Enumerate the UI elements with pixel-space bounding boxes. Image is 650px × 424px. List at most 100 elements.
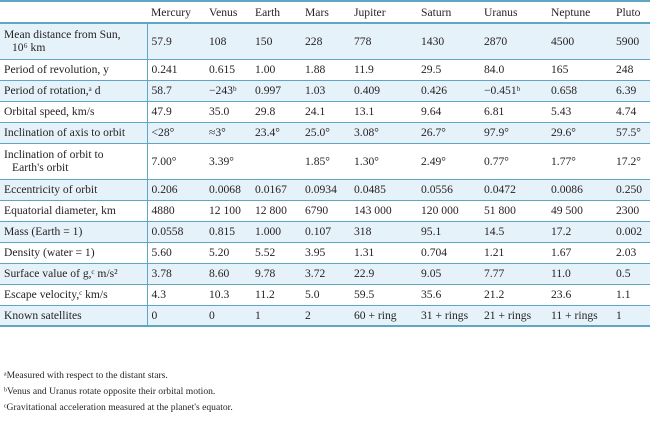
table-cell: 0.615 (205, 59, 251, 81)
table-cell: 1 (612, 305, 650, 327)
table-cell: 120 000 (417, 200, 480, 222)
table-cell: 22.9 (350, 263, 417, 285)
table-cell: 5900 (612, 23, 650, 60)
header-cell: Neptune (547, 0, 612, 24)
table-row: Inclination of axis to orbit <28° ≈3° 23.4°… (0, 122, 650, 144)
table-cell: 7.77 (480, 263, 547, 285)
table-cell: 35.6 (417, 284, 480, 306)
header-cell: Pluto (612, 0, 650, 24)
row-label: Surface value of g,ᶜ m/s² (0, 263, 148, 285)
table-cell: 97.9° (480, 122, 547, 144)
table-cell: 31 + rings (417, 305, 480, 327)
table-cell: 4500 (547, 23, 612, 60)
table-cell: 1.77° (547, 143, 612, 180)
table-cell: 165 (547, 59, 612, 81)
table-cell: 0.107 (301, 221, 350, 243)
table-cell: 2870 (480, 23, 547, 60)
table-cell: 6.39 (612, 80, 650, 102)
row-label: Mass (Earth = 1) (0, 221, 148, 243)
row-label: Eccentricity of orbit (0, 179, 148, 201)
table-cell: 2 (301, 305, 350, 327)
table-cell: 1.03 (301, 80, 350, 102)
table-cell: 1.88 (301, 59, 350, 81)
table-cell: 0.704 (417, 242, 480, 264)
row-label: Inclination of orbit to Earth's orbit (0, 143, 148, 180)
table-cell: 23.4° (251, 122, 301, 144)
table-cell: 0.0472 (480, 179, 547, 201)
table-cell: 29.5 (417, 59, 480, 81)
table-cell (251, 143, 301, 180)
row-label: Inclination of axis to orbit (0, 122, 148, 144)
table-cell: 17.2° (612, 143, 650, 180)
header-row: Mercury Venus Earth Mars Jupiter Saturn … (0, 0, 650, 24)
table-row: Equatorial diameter, km 4880 12 100 12 800 6… (0, 200, 650, 222)
table-cell: 9.64 (417, 101, 480, 123)
header-cell: Earth (251, 0, 301, 24)
row-label: Period of revolution, y (0, 59, 148, 81)
table-row: Eccentricity of orbit 0.206 0.0068 0.0167 0.… (0, 179, 650, 201)
table-cell: 51 800 (480, 200, 547, 222)
table-cell: 4.74 (612, 101, 650, 123)
table-row: Mass (Earth = 1) 0.0558 0.815 1.000 0.107 318… (0, 221, 650, 243)
table-cell: 5.52 (251, 242, 301, 264)
table-cell: 1.000 (251, 221, 301, 243)
table-row: Orbital speed, km/s 47.9 35.0 29.8 24.1 13.1 9… (0, 101, 650, 123)
table-cell: 9.05 (417, 263, 480, 285)
table-cell: 12 800 (251, 200, 301, 222)
table-cell: 0.241 (147, 59, 205, 81)
row-label-line: 10⁶ km (12, 41, 46, 55)
table-cell: 6.81 (480, 101, 547, 123)
table-cell: 12 100 (205, 200, 251, 222)
table-cell: 0.0934 (301, 179, 350, 201)
table-body: Mean distance from Sun, 10⁶ km 57.9 108 150 2… (0, 23, 650, 327)
table-row: Period of revolution, y 0.241 0.615 1.00 1.8… (0, 59, 650, 81)
row-label: Equatorial diameter, km (0, 200, 148, 222)
table-cell: 6790 (301, 200, 350, 222)
row-label-line: Inclination of orbit to (4, 148, 104, 161)
table-row: Density (water = 1) 5.60 5.20 5.52 3.95 1.31 0… (0, 242, 650, 264)
table-cell: −0.451ᵇ (480, 80, 547, 102)
table-cell: 0 (205, 305, 251, 327)
table-cell: 0.250 (612, 179, 650, 201)
row-label-line: Mean distance from Sun, (4, 28, 121, 42)
table-cell: 7.00° (147, 143, 205, 180)
table-cell: 5.60 (147, 242, 205, 264)
table-cell: 10.3 (205, 284, 251, 306)
table-cell: 3.72 (301, 263, 350, 285)
table-cell: 3.08° (350, 122, 417, 144)
table-cell: 0.997 (251, 80, 301, 102)
footnotes: ᵃMeasured with respect to the distant st… (4, 368, 233, 416)
table-cell: 0.0558 (147, 221, 205, 243)
table-cell: 0.658 (547, 80, 612, 102)
table-cell: 11.2 (251, 284, 301, 306)
table-cell: 0.0086 (547, 179, 612, 201)
table-cell: 17.2 (547, 221, 612, 243)
table-cell: 0.0167 (251, 179, 301, 201)
table-row: Period of rotation,ᵃ d 58.7 −243ᵇ 0.997 1.03… (0, 80, 650, 102)
table-cell: 2300 (612, 200, 650, 222)
table-cell: 11.9 (350, 59, 417, 81)
header-cell (0, 0, 147, 24)
table-cell: 0.0068 (205, 179, 251, 201)
table-cell: 1.21 (480, 242, 547, 264)
table-cell: 0.0556 (417, 179, 480, 201)
table-cell: 9.78 (251, 263, 301, 285)
table-cell: 8.60 (205, 263, 251, 285)
table-cell: 23.6 (547, 284, 612, 306)
table-cell: 0 (147, 305, 205, 327)
row-label: Known satellites (0, 305, 148, 327)
header-cell: Saturn (417, 0, 480, 24)
table-cell: 4880 (147, 200, 205, 222)
table-cell: 57.9 (147, 23, 205, 60)
table-cell: 35.0 (205, 101, 251, 123)
table-cell: 3.78 (147, 263, 205, 285)
table-cell: 58.7 (147, 80, 205, 102)
footnote: ᵃMeasured with respect to the distant st… (4, 370, 168, 381)
table-cell: 57.5° (612, 122, 650, 144)
table-cell: 24.1 (301, 101, 350, 123)
table-cell: 228 (301, 23, 350, 60)
planet-data-table-container: Mercury Venus Earth Mars Jupiter Saturn … (0, 0, 650, 327)
table-cell: 11 + rings (547, 305, 612, 327)
table-cell: 0.77° (480, 143, 547, 180)
row-label: Mean distance from Sun, 10⁶ km (0, 23, 148, 60)
